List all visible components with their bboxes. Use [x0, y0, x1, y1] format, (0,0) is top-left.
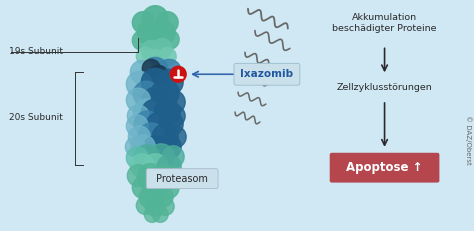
Circle shape — [144, 31, 166, 53]
FancyBboxPatch shape — [146, 169, 218, 188]
Text: Apoptose ↑: Apoptose ↑ — [346, 161, 423, 174]
Circle shape — [157, 59, 181, 83]
Circle shape — [159, 112, 183, 136]
Circle shape — [163, 105, 185, 127]
Text: Akkumulation
beschädigter Proteine: Akkumulation beschädigter Proteine — [332, 13, 437, 33]
Circle shape — [156, 198, 174, 215]
Circle shape — [134, 145, 160, 171]
Circle shape — [142, 87, 168, 113]
FancyBboxPatch shape — [234, 63, 300, 85]
Circle shape — [133, 99, 159, 125]
Circle shape — [132, 12, 154, 33]
Circle shape — [137, 197, 154, 214]
Circle shape — [157, 155, 181, 179]
FancyBboxPatch shape — [330, 153, 439, 182]
Circle shape — [164, 126, 186, 148]
Circle shape — [161, 90, 185, 114]
Circle shape — [148, 65, 168, 85]
Text: Ixazomib: Ixazomib — [240, 69, 293, 79]
Circle shape — [142, 6, 168, 31]
Circle shape — [142, 175, 168, 201]
Circle shape — [127, 115, 148, 137]
Circle shape — [130, 60, 154, 84]
Circle shape — [141, 40, 161, 60]
Circle shape — [139, 187, 161, 208]
Circle shape — [132, 177, 154, 198]
Circle shape — [162, 146, 184, 168]
Circle shape — [130, 154, 154, 178]
Text: Zellzyklusstörungen: Zellzyklusstörungen — [337, 83, 432, 92]
Circle shape — [143, 136, 167, 160]
Circle shape — [134, 111, 160, 137]
Circle shape — [127, 88, 150, 112]
Circle shape — [128, 105, 149, 127]
Circle shape — [157, 177, 179, 198]
Circle shape — [137, 164, 163, 190]
Circle shape — [132, 30, 152, 50]
Circle shape — [142, 59, 160, 77]
Circle shape — [152, 39, 172, 58]
Circle shape — [141, 99, 169, 127]
Circle shape — [159, 30, 179, 49]
Circle shape — [151, 21, 175, 44]
Circle shape — [128, 126, 150, 148]
Circle shape — [142, 154, 168, 180]
Circle shape — [151, 165, 175, 188]
Circle shape — [157, 135, 181, 159]
Circle shape — [137, 47, 154, 65]
Text: © DAZ/Oberst: © DAZ/Oberst — [465, 115, 472, 165]
Circle shape — [137, 21, 161, 44]
Circle shape — [127, 71, 152, 97]
Circle shape — [152, 124, 178, 150]
Circle shape — [148, 144, 174, 170]
Circle shape — [146, 112, 172, 138]
Circle shape — [156, 12, 178, 33]
Circle shape — [170, 66, 186, 82]
Circle shape — [151, 79, 179, 107]
Circle shape — [138, 123, 164, 149]
Text: Proteasom: Proteasom — [156, 174, 208, 184]
Circle shape — [158, 47, 176, 65]
Circle shape — [157, 69, 183, 95]
Circle shape — [146, 49, 164, 67]
Circle shape — [131, 135, 155, 159]
Circle shape — [141, 68, 169, 96]
Circle shape — [144, 207, 160, 222]
Circle shape — [151, 185, 173, 207]
Circle shape — [133, 81, 159, 107]
Circle shape — [127, 147, 148, 169]
Circle shape — [154, 99, 180, 125]
Circle shape — [163, 167, 183, 187]
Text: 20s Subunit: 20s Subunit — [9, 113, 63, 122]
Text: 19s Subunit: 19s Subunit — [9, 47, 63, 56]
Circle shape — [128, 165, 149, 187]
Circle shape — [142, 57, 168, 83]
Circle shape — [125, 137, 145, 157]
Circle shape — [145, 197, 165, 216]
Circle shape — [152, 207, 168, 222]
